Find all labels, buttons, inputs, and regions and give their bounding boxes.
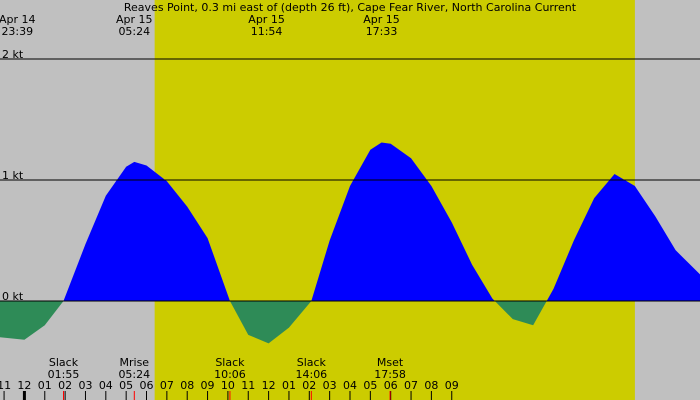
- top-label-time-0: 23:39: [1, 25, 33, 38]
- chart-title: Reaves Point, 0.3 mi east of (depth 26 f…: [124, 1, 577, 14]
- hour-tick-label-5: 04: [99, 379, 113, 392]
- ebb-area-0: [0, 301, 64, 340]
- ebb-area-2: [229, 301, 312, 344]
- hour-tick-label-0: 11: [0, 379, 11, 392]
- hour-tick-label-2: 01: [38, 379, 52, 392]
- event-label-name-3: Slack: [297, 356, 327, 369]
- hour-tick-label-8: 07: [160, 379, 174, 392]
- hour-tick-label-6: 05: [119, 379, 133, 392]
- hour-tick-label-20: 07: [404, 379, 418, 392]
- hour-tick-label-13: 12: [262, 379, 276, 392]
- hour-tick-label-16: 03: [323, 379, 337, 392]
- gridlines: [0, 58, 700, 302]
- event-label-time-2: 10:06: [214, 368, 246, 381]
- hour-tick-label-9: 08: [180, 379, 194, 392]
- event-label-time-1: 05:24: [118, 368, 150, 381]
- hour-tick-label-15: 02: [302, 379, 316, 392]
- y-tick-label-2: 2 kt: [2, 48, 24, 61]
- hour-tick-label-1: 12: [17, 379, 31, 392]
- top-label-time-1: 05:24: [118, 25, 150, 38]
- hour-tick-label-7: 06: [140, 379, 154, 392]
- top-label-time-2: 11:54: [251, 25, 283, 38]
- top-label-date-3: Apr 15: [363, 13, 400, 26]
- hour-tick-label-11: 10: [221, 379, 235, 392]
- event-label-name-2: Slack: [215, 356, 245, 369]
- event-label-time-0: 01:55: [48, 368, 80, 381]
- event-label-time-3: 14:06: [295, 368, 327, 381]
- hour-tick-label-14: 01: [282, 379, 296, 392]
- y-axis-labels: 0 kt 1 kt 2 kt: [2, 48, 24, 303]
- flood-area-3: [311, 142, 495, 301]
- ebb-area-4: [494, 301, 547, 326]
- hour-tick-label-3: 02: [58, 379, 72, 392]
- flood-area-5: [546, 173, 700, 301]
- event-labels: Slack01:55Mrise05:24Slack10:06Slack14:06…: [48, 356, 406, 381]
- hour-tick-label-22: 09: [445, 379, 459, 392]
- top-label-date-0: Apr 14: [0, 13, 36, 26]
- top-label-time-3: 17:33: [366, 25, 398, 38]
- top-label-date-1: Apr 15: [116, 13, 153, 26]
- y-tick-label-1: 1 kt: [2, 169, 24, 182]
- event-label-name-1: Mrise: [120, 356, 150, 369]
- hour-tick-label-18: 05: [363, 379, 377, 392]
- event-label-time-4: 17:58: [374, 368, 406, 381]
- hour-axis: 11 12 01 02 03 04 05 06 07 08 09 10 11 12 01 02 03 04 05 06…: [0, 379, 459, 400]
- event-label-name-4: Mset: [377, 356, 404, 369]
- hour-tick-label-17: 04: [343, 379, 357, 392]
- hour-tick-label-21: 08: [424, 379, 438, 392]
- current-areas: [0, 142, 700, 344]
- flood-area-1: [63, 161, 230, 301]
- hour-tick-label-12: 11: [241, 379, 255, 392]
- top-label-date-2: Apr 15: [248, 13, 285, 26]
- y-tick-label-0: 0 kt: [2, 290, 24, 303]
- hour-tick-label-10: 09: [201, 379, 215, 392]
- hour-tick-label-4: 03: [78, 379, 92, 392]
- event-label-name-0: Slack: [49, 356, 79, 369]
- hour-tick-label-19: 06: [384, 379, 398, 392]
